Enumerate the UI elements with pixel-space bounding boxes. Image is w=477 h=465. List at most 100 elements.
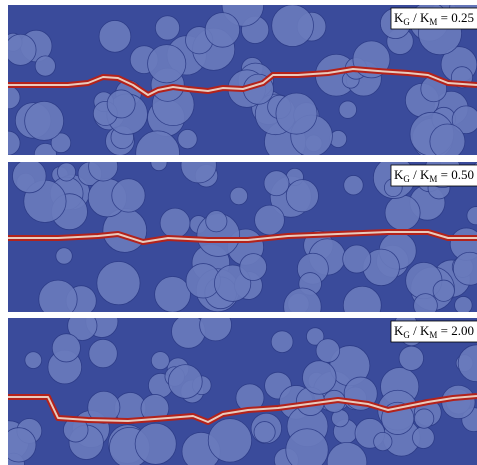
inclusion xyxy=(154,276,191,312)
inclusion xyxy=(306,327,325,346)
inclusion xyxy=(150,162,168,172)
crack-core xyxy=(8,68,477,96)
inclusion xyxy=(283,287,322,312)
inclusion xyxy=(67,318,98,341)
inclusion xyxy=(33,142,57,155)
inclusion xyxy=(24,101,65,141)
inclusion xyxy=(239,253,268,281)
inclusion xyxy=(34,55,56,77)
inclusion xyxy=(342,244,372,274)
inclusion xyxy=(315,338,341,363)
inclusion xyxy=(207,418,253,463)
inclusion xyxy=(429,123,466,155)
label-text: KG / KM = 2.00 xyxy=(394,323,474,340)
inclusion xyxy=(57,162,77,182)
inclusion xyxy=(432,279,455,302)
inclusion xyxy=(414,408,435,429)
label-text: KG / KM = 0.25 xyxy=(394,10,474,27)
label-box xyxy=(390,7,477,30)
inclusion xyxy=(96,261,141,306)
panel: KG / KM = 0.50 xyxy=(8,162,477,312)
label-value: = 0.50 xyxy=(437,167,474,182)
inclusion xyxy=(253,421,276,444)
inclusion xyxy=(134,422,177,465)
label-sub: G xyxy=(403,330,410,340)
label-sub: G xyxy=(403,17,410,27)
inclusion xyxy=(271,5,314,47)
inclusion xyxy=(147,44,187,84)
inclusion xyxy=(275,92,318,135)
inclusion xyxy=(285,179,319,213)
inclusion xyxy=(98,20,132,53)
inclusion xyxy=(8,427,37,463)
inclusion xyxy=(343,175,364,196)
inclusion xyxy=(285,428,329,465)
inclusion xyxy=(38,279,78,312)
label-text: KG / KM = 0.50 xyxy=(394,167,474,184)
inclusion xyxy=(135,130,180,155)
inclusion xyxy=(12,162,47,194)
inclusion xyxy=(88,162,119,182)
ratio-label: KG / KM = 0.25 xyxy=(390,7,477,30)
inclusion xyxy=(302,360,337,395)
panel: KG / KM = 0.25 xyxy=(8,5,477,155)
label-sub: M xyxy=(429,174,437,184)
inclusion xyxy=(326,441,368,465)
inclusion xyxy=(106,89,136,119)
inclusion xyxy=(51,333,81,363)
inclusion xyxy=(254,204,285,236)
inclusion xyxy=(150,351,170,371)
inclusion xyxy=(205,210,228,233)
label-k: K xyxy=(394,167,404,182)
inclusion xyxy=(87,390,121,424)
inclusion xyxy=(384,194,421,231)
label-sep: / K xyxy=(410,10,430,25)
inclusion xyxy=(168,364,203,399)
inclusion xyxy=(111,178,146,213)
label-box xyxy=(390,164,477,187)
inclusion xyxy=(373,431,393,452)
inclusion xyxy=(8,33,37,66)
inclusion xyxy=(342,285,382,312)
inclusion xyxy=(452,251,477,286)
label-k: K xyxy=(394,323,404,338)
inclusion xyxy=(8,85,21,110)
panel: KG / KM = 2.00 xyxy=(8,318,477,465)
inclusion xyxy=(466,206,477,226)
inclusion xyxy=(338,100,357,119)
inclusion xyxy=(451,105,477,135)
inclusion xyxy=(229,186,249,206)
inclusion xyxy=(270,330,294,354)
inclusion xyxy=(413,293,438,312)
label-k: K xyxy=(394,10,404,25)
inclusion xyxy=(180,162,217,184)
inclusion xyxy=(454,296,473,312)
inclusion xyxy=(88,338,118,369)
inclusion xyxy=(177,129,198,150)
label-value: = 0.25 xyxy=(437,10,474,25)
inclusion xyxy=(263,170,290,197)
label-sub: G xyxy=(403,174,410,184)
ratio-label: KG / KM = 0.50 xyxy=(390,164,477,187)
inclusion xyxy=(159,207,191,239)
inclusion xyxy=(24,351,43,369)
inclusion xyxy=(199,318,232,342)
label-box xyxy=(390,320,477,343)
inclusion xyxy=(398,345,424,371)
inclusion xyxy=(412,426,435,449)
crack-core xyxy=(8,395,477,423)
inclusion xyxy=(50,132,72,154)
label-sub: M xyxy=(429,330,437,340)
label-sub: M xyxy=(429,17,437,27)
label-sep: / K xyxy=(410,323,430,338)
inclusion xyxy=(8,130,21,155)
crack-core xyxy=(8,231,477,243)
inclusion xyxy=(154,15,181,41)
inclusion xyxy=(140,394,170,423)
ratio-label: KG / KM = 2.00 xyxy=(390,320,477,343)
label-value: = 2.00 xyxy=(437,323,474,338)
inclusion xyxy=(204,12,241,48)
label-sep: / K xyxy=(410,167,430,182)
inclusion xyxy=(55,247,73,265)
